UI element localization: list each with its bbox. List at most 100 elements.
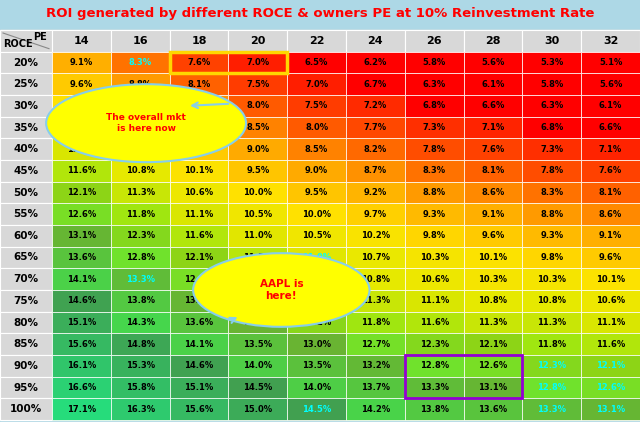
Text: 7.3%: 7.3%: [422, 123, 446, 132]
Bar: [522, 160, 581, 181]
Bar: [404, 225, 463, 247]
Text: 11.6%: 11.6%: [420, 318, 449, 327]
Text: 11.6%: 11.6%: [184, 231, 214, 241]
Text: 16: 16: [132, 36, 148, 46]
Text: 24: 24: [367, 36, 383, 46]
Text: 10.0%: 10.0%: [243, 188, 272, 197]
Text: 10.1%: 10.1%: [184, 166, 214, 175]
Bar: [228, 203, 287, 225]
Text: 20%: 20%: [13, 57, 38, 68]
Bar: [346, 73, 405, 95]
Bar: [52, 312, 111, 333]
Text: 8.8%: 8.8%: [129, 80, 152, 89]
Bar: [52, 290, 111, 312]
Text: 9.6%: 9.6%: [188, 145, 211, 154]
Text: 9.6%: 9.6%: [70, 80, 93, 89]
Text: 8.6%: 8.6%: [481, 188, 504, 197]
Bar: [346, 203, 405, 225]
Bar: [0, 160, 52, 181]
Bar: [522, 355, 581, 377]
Text: 13.6%: 13.6%: [184, 318, 214, 327]
Text: 12.3%: 12.3%: [420, 340, 449, 349]
Bar: [111, 225, 170, 247]
Text: 12.6%: 12.6%: [67, 210, 96, 219]
Text: 8.5%: 8.5%: [246, 123, 269, 132]
Bar: [581, 73, 640, 95]
Text: 11.6%: 11.6%: [596, 340, 625, 349]
Bar: [404, 116, 463, 138]
Text: 8.8%: 8.8%: [540, 210, 563, 219]
Bar: [463, 312, 522, 333]
Bar: [581, 333, 640, 355]
Text: 15.8%: 15.8%: [125, 383, 155, 392]
Bar: [228, 290, 287, 312]
Text: 8.7%: 8.7%: [364, 166, 387, 175]
Text: 95%: 95%: [13, 382, 38, 392]
Bar: [170, 398, 228, 420]
Text: 8.1%: 8.1%: [599, 188, 622, 197]
Bar: [111, 377, 170, 398]
Text: 15.1%: 15.1%: [184, 383, 214, 392]
Text: 8.0%: 8.0%: [305, 123, 328, 132]
Bar: [287, 116, 346, 138]
Bar: [52, 355, 111, 377]
Bar: [52, 30, 111, 51]
Text: 8.5%: 8.5%: [305, 145, 328, 154]
Text: 15.1%: 15.1%: [67, 318, 96, 327]
Bar: [0, 377, 52, 398]
Text: 14: 14: [74, 36, 89, 46]
Bar: [287, 225, 346, 247]
Text: 8.1%: 8.1%: [188, 80, 211, 89]
Text: 7.2%: 7.2%: [364, 101, 387, 110]
Bar: [463, 247, 522, 268]
Text: 10.7%: 10.7%: [361, 253, 390, 262]
Bar: [522, 181, 581, 203]
Text: 10.6%: 10.6%: [420, 275, 449, 284]
Bar: [581, 268, 640, 290]
Text: 7.7%: 7.7%: [364, 123, 387, 132]
Text: 15.6%: 15.6%: [184, 405, 214, 414]
Bar: [228, 116, 287, 138]
Bar: [170, 116, 228, 138]
Bar: [522, 268, 581, 290]
Bar: [0, 73, 52, 95]
Text: 10.1%: 10.1%: [479, 253, 508, 262]
Bar: [404, 377, 463, 398]
Bar: [287, 160, 346, 181]
Bar: [170, 355, 228, 377]
Bar: [170, 333, 228, 355]
Bar: [0, 95, 52, 116]
Bar: [404, 312, 463, 333]
Text: 13.5%: 13.5%: [243, 340, 273, 349]
Bar: [287, 247, 346, 268]
Text: 12.6%: 12.6%: [596, 383, 625, 392]
Text: 16.6%: 16.6%: [67, 383, 96, 392]
Bar: [228, 355, 287, 377]
Text: 7.8%: 7.8%: [540, 166, 563, 175]
Bar: [111, 138, 170, 160]
Bar: [170, 377, 228, 398]
Text: 13.8%: 13.8%: [125, 296, 155, 306]
Text: 11.3%: 11.3%: [479, 318, 508, 327]
Text: 17.1%: 17.1%: [67, 405, 96, 414]
Text: 12.3%: 12.3%: [537, 361, 566, 371]
Bar: [581, 312, 640, 333]
Text: 22: 22: [309, 36, 324, 46]
Bar: [170, 247, 228, 268]
Bar: [111, 51, 170, 73]
Bar: [581, 290, 640, 312]
Text: 10.6%: 10.6%: [596, 296, 625, 306]
Bar: [463, 116, 522, 138]
Text: 8.3%: 8.3%: [540, 188, 563, 197]
Bar: [581, 398, 640, 420]
Text: 5.6%: 5.6%: [481, 58, 505, 67]
Bar: [170, 225, 228, 247]
Text: 9.1%: 9.1%: [70, 58, 93, 67]
Bar: [228, 333, 287, 355]
Bar: [287, 203, 346, 225]
Text: 8.0%: 8.0%: [246, 101, 269, 110]
Bar: [287, 377, 346, 398]
Bar: [170, 160, 228, 181]
Bar: [52, 268, 111, 290]
Text: 5.3%: 5.3%: [540, 58, 563, 67]
